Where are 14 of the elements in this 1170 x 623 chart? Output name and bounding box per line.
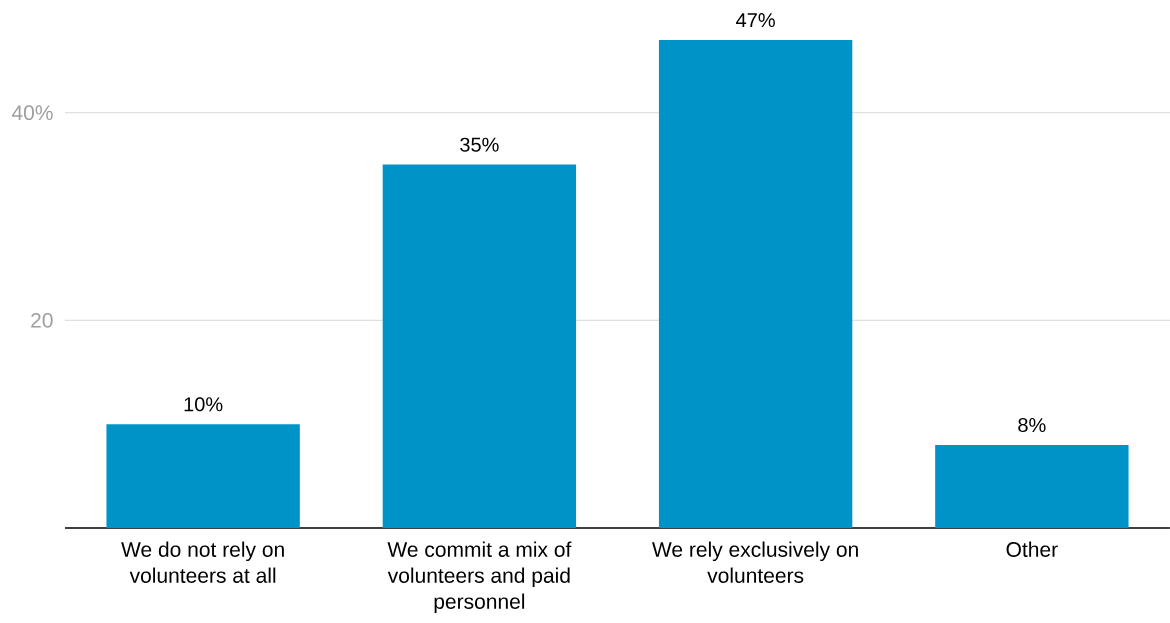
data-label: 10% <box>184 397 223 412</box>
x-tick-label: We do not rely on volunteers at all <box>121 541 284 583</box>
bar <box>382 164 577 528</box>
data-label: 47% <box>736 13 775 28</box>
y-tick-label: 40% <box>11 105 53 121</box>
bar <box>658 40 853 528</box>
bar <box>106 424 300 528</box>
data-label: 35% <box>460 137 499 152</box>
x-tick-label: We rely exclusively on volunteers <box>652 541 858 583</box>
bar <box>935 444 1129 528</box>
y-tick-label: 20 <box>31 312 53 328</box>
x-tick-label: We commit a mix of volunteers and paid personnel <box>387 541 572 614</box>
x-tick-label: Other <box>1006 541 1058 557</box>
data-label: 8% <box>1018 417 1046 433</box>
